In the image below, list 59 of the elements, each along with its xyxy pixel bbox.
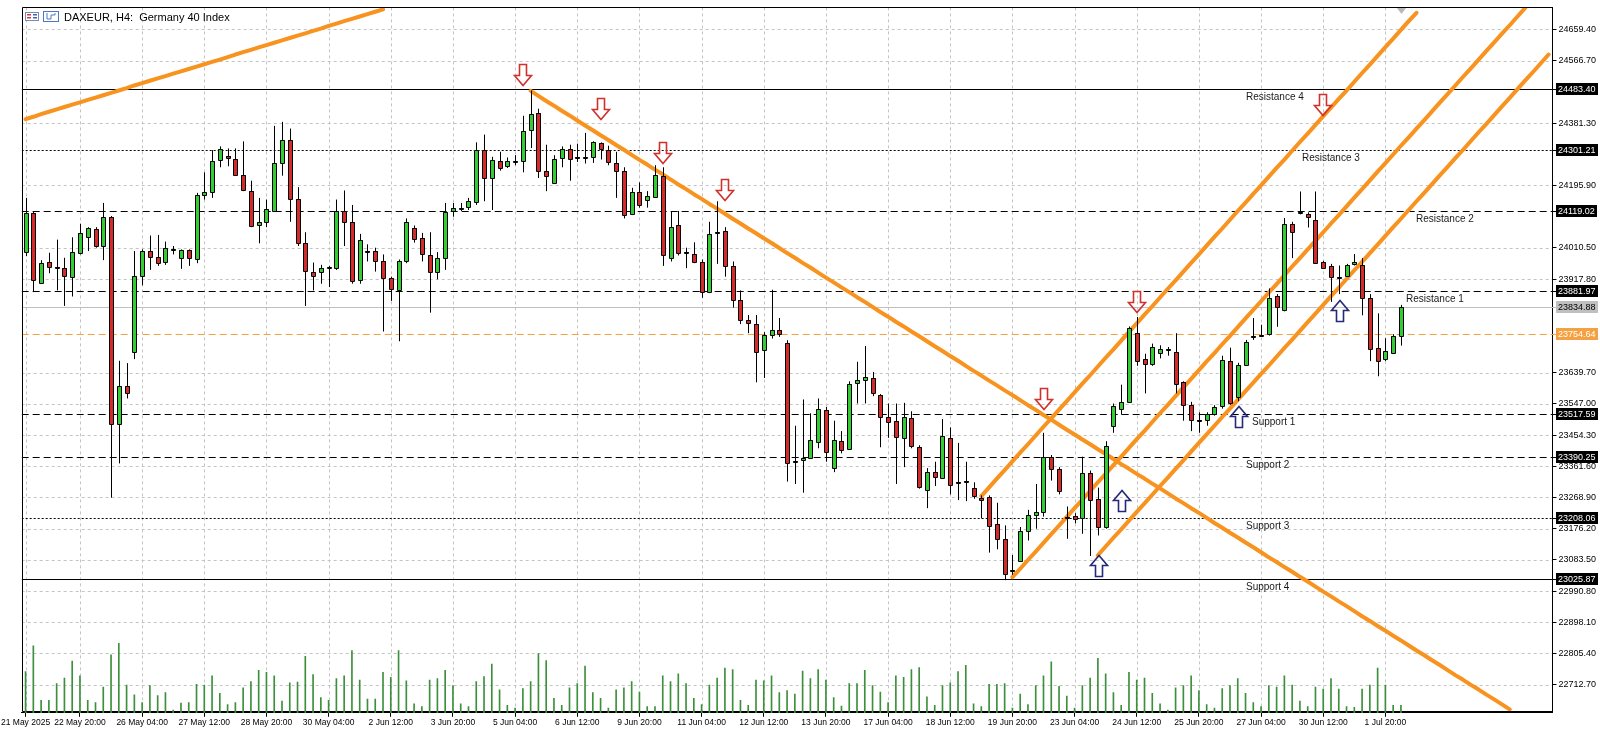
y-tick-label: 23083.50 <box>1558 554 1597 565</box>
x-tick-label: 27 Jun 04:00 <box>1236 717 1286 728</box>
x-tick-label: 30 Jun 12:00 <box>1298 717 1349 728</box>
x-tick-label: 3 Jun 20:00 <box>430 717 476 728</box>
y-tick-label: 23454.30 <box>1558 429 1597 440</box>
x-tick-label: 2 Jun 12:00 <box>368 717 414 728</box>
y-tick-label: 23639.70 <box>1558 367 1597 378</box>
x-tick-label: 9 Jun 20:00 <box>617 717 662 728</box>
x-tick-label: 1 Jul 20:00 <box>1364 717 1407 728</box>
x-tick-label: 18 Jun 12:00 <box>925 717 976 728</box>
text: 23881.97 <box>1558 285 1596 296</box>
y-tick-label: 24010.50 <box>1558 242 1597 253</box>
x-tick-label: 24 Jun 12:00 <box>1112 717 1162 728</box>
y-tick-label: 23176.20 <box>1558 523 1597 534</box>
x-tick-label: 6 Jun 12:00 <box>555 717 600 728</box>
x-tick-label: 27 May 12:00 <box>178 717 231 728</box>
y-tick-label: 22898.10 <box>1558 616 1597 627</box>
y-tick-label: 23268.90 <box>1558 491 1597 502</box>
ref-line-label: Resistance 1 <box>1406 292 1465 304</box>
y-tick-label: 22805.40 <box>1558 647 1597 658</box>
ref-line-label: Support 1 <box>1252 415 1296 427</box>
ref-line-label: Support 3 <box>1246 519 1290 531</box>
x-tick-label: 22 May 20:00 <box>54 717 106 728</box>
ref-line-label: Support 2 <box>1246 458 1290 470</box>
y-tick-label: 24566.70 <box>1558 55 1597 66</box>
x-tick-label: 11 Jun 04:00 <box>677 717 727 728</box>
x-tick-label: 21 May 2025 <box>0 717 51 728</box>
ref-line-label: Resistance 3 <box>1302 151 1361 163</box>
x-tick-label: 25 Jun 20:00 <box>1174 717 1224 728</box>
text: 24483.40 <box>1558 83 1596 94</box>
y-tick-label: 24195.90 <box>1558 179 1597 190</box>
y-tick-label: 23361.60 <box>1558 460 1597 471</box>
ref-line-label: Support 4 <box>1246 580 1290 592</box>
chart-title: DAXEUR, H4: Germany 40 Index <box>64 11 230 24</box>
x-tick-label: 26 May 04:00 <box>116 717 169 728</box>
text: 23208.06 <box>1558 512 1596 523</box>
ref-line-label: Resistance 2 <box>1416 212 1475 224</box>
y-tick-label: 22712.70 <box>1558 679 1597 690</box>
text: 23517.59 <box>1558 408 1596 419</box>
text: 23834.88 <box>1558 301 1596 312</box>
y-tick-label: 24381.30 <box>1558 117 1597 128</box>
y-tick-label: 22990.80 <box>1558 585 1597 596</box>
y-tick-label: 23547.00 <box>1558 398 1597 409</box>
text: 23025.87 <box>1558 573 1596 584</box>
y-tick-label: 23917.80 <box>1558 273 1597 284</box>
x-tick-label: 28 May 20:00 <box>240 717 293 728</box>
x-tick-label: 19 Jun 20:00 <box>987 717 1038 728</box>
text: 23390.25 <box>1558 451 1596 462</box>
y-tick-label: 24659.40 <box>1558 23 1597 34</box>
x-tick-label: 12 Jun 12:00 <box>739 717 789 728</box>
text: 24119.02 <box>1558 205 1595 216</box>
x-tick-label: 23 Jun 04:00 <box>1050 717 1100 728</box>
x-tick-label: 13 Jun 20:00 <box>801 717 851 728</box>
text: 24301.21 <box>1558 144 1596 155</box>
x-tick-label: 30 May 04:00 <box>302 717 355 728</box>
x-tick-label: 17 Jun 04:00 <box>863 717 913 728</box>
ref-line-label: Resistance 4 <box>1246 90 1305 102</box>
x-tick-label: 5 Jun 04:00 <box>492 717 538 728</box>
text: 23754.64 <box>1558 328 1596 339</box>
